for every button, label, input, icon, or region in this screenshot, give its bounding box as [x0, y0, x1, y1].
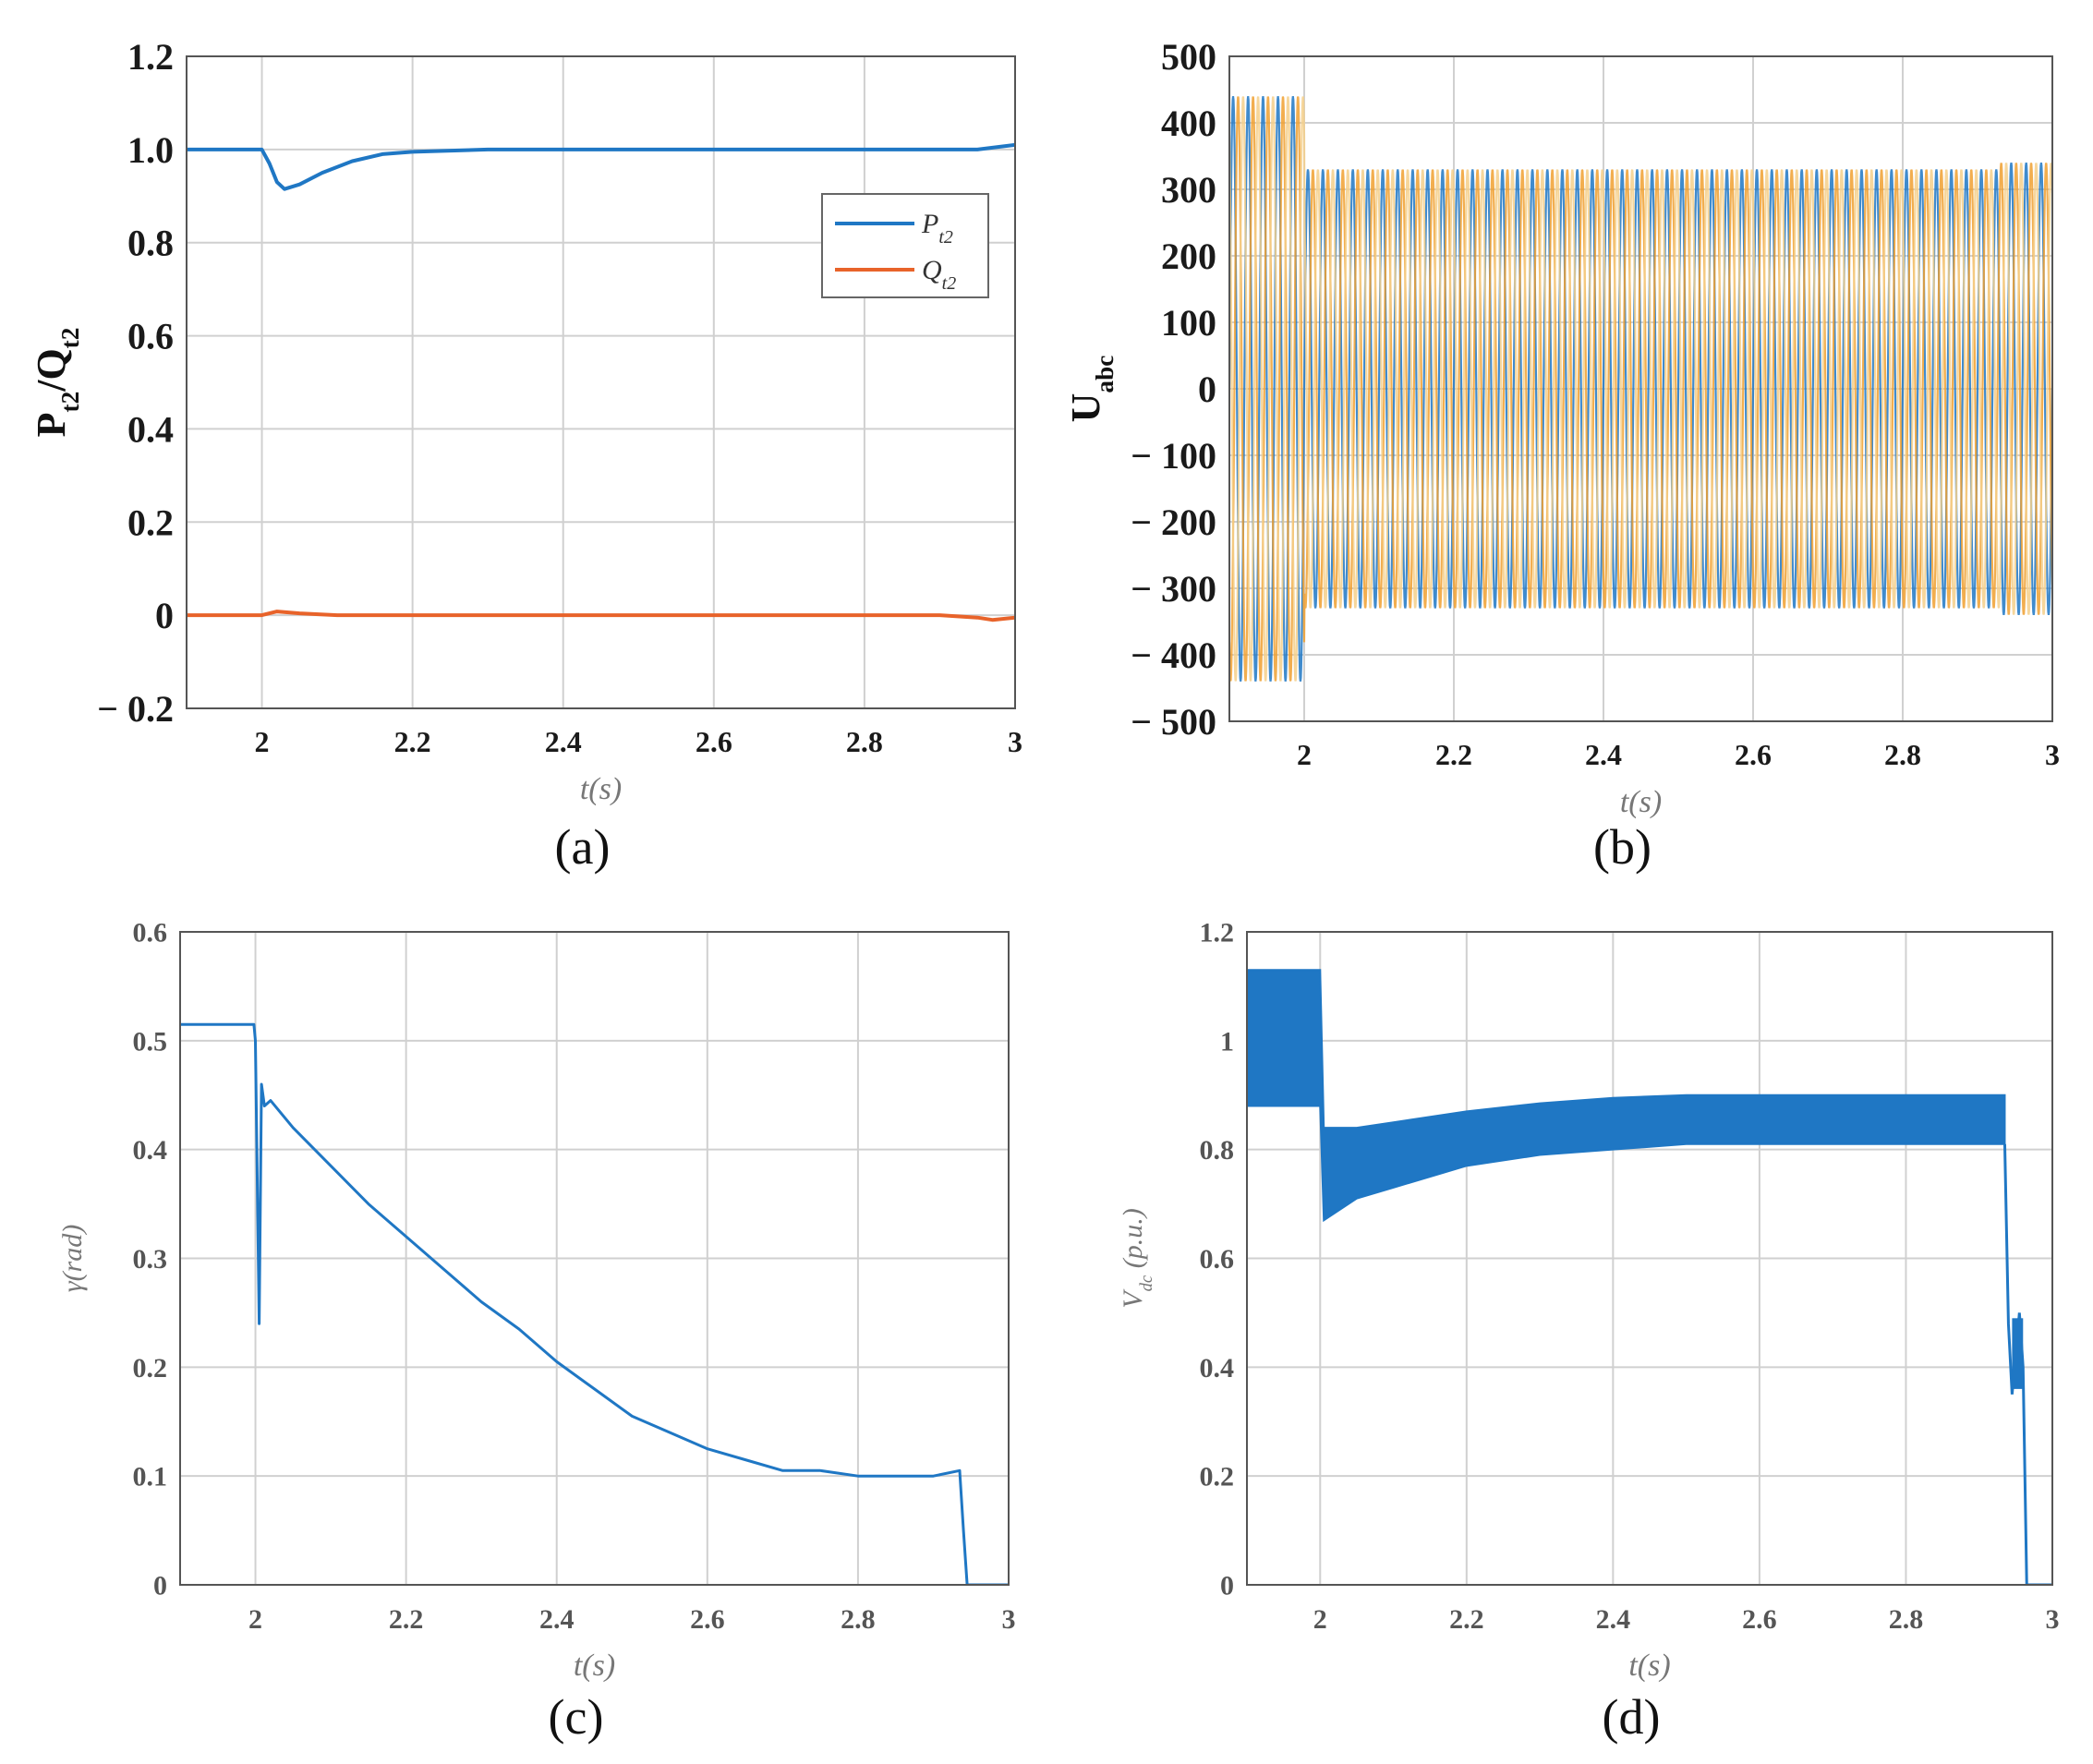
- y-tick-label: 1.2: [127, 36, 174, 78]
- y-tick-label: 0.4: [133, 1135, 168, 1166]
- x-tick-label: 2: [255, 725, 270, 758]
- y-tick-label: 200: [1161, 236, 1216, 277]
- y-tick-label: 0: [153, 1571, 167, 1601]
- y-tick-label: − 400: [1131, 634, 1216, 676]
- data-layer: [1247, 969, 2052, 1585]
- y-tick-label: 1.2: [1200, 918, 1235, 948]
- y-tick-label: 400: [1161, 103, 1216, 144]
- x-axis-title: t(s): [1628, 1649, 1670, 1683]
- x-tick-label: 2.6: [690, 1604, 725, 1635]
- y-tick-label: 1: [1220, 1026, 1234, 1057]
- series-line-V_dc_tail: [2002, 1143, 2052, 1585]
- y-tick-label: − 300: [1131, 568, 1216, 610]
- y-tick-label: 1.0: [127, 129, 174, 171]
- x-tick-label: 2.6: [1735, 738, 1772, 771]
- series-line-P_t2: [187, 142, 1015, 191]
- panel-label: (c): [549, 1689, 604, 1745]
- data-layer: [1229, 96, 2052, 682]
- series-burst: [2012, 1318, 2024, 1389]
- x-tick-label: 3: [1008, 725, 1022, 758]
- y-tick-label: 500: [1161, 36, 1216, 78]
- y-tick-label: 0.1: [133, 1462, 168, 1492]
- y-tick-label: 0.4: [1200, 1353, 1235, 1383]
- axes-frame: [186, 55, 1016, 709]
- y-axis-title: Pt2/Qt2: [29, 328, 84, 438]
- y-axis-title: γ(rad): [57, 1225, 88, 1292]
- y-tick-label: 0: [155, 595, 174, 636]
- x-tick-label: 2.8: [1889, 1604, 1924, 1635]
- y-tick-label: − 200: [1131, 501, 1216, 543]
- y-tick-label: 0: [1198, 369, 1216, 410]
- x-axis-title: t(s): [1620, 785, 1662, 819]
- y-tick-label: 300: [1161, 169, 1216, 211]
- panel-a: 2 2.2 2.4 2.6 2.8 3 1.2 1.0 0.8 0.6 0.4 0.2 0 − 0.2 t(…: [29, 36, 1022, 875]
- x-tick-label: 2.4: [545, 725, 582, 758]
- x-tick-label: 3: [2045, 738, 2060, 771]
- series-line-U_c: [1229, 96, 2052, 682]
- y-tick-label: − 500: [1131, 701, 1216, 743]
- y-axis-title: Uabc: [1063, 356, 1119, 423]
- panel-label: (b): [1593, 819, 1651, 875]
- panel-c: 2 2.2 2.4 2.6 2.8 3 0.6 0.5 0.4 0.3 0.2 0.1 0 t(s) γ(r…: [57, 918, 1016, 1746]
- legend-label-Q_t2: Qt2: [922, 255, 956, 294]
- y-tick-label: 0.8: [1200, 1135, 1235, 1166]
- series-line-U_b: [1229, 96, 2052, 682]
- axes-frame: [179, 931, 1010, 1586]
- x-tick-label: 2: [1313, 1604, 1327, 1635]
- x-tick-label: 2.2: [389, 1604, 424, 1635]
- x-axis-title: t(s): [580, 772, 622, 806]
- y-tick-label: 0.4: [127, 408, 174, 450]
- y-tick-label: 0.2: [133, 1353, 168, 1383]
- x-axis-title: t(s): [574, 1649, 615, 1683]
- y-tick-label: 0.6: [127, 316, 174, 357]
- panel-label: (a): [555, 819, 611, 875]
- axes-frame: [1246, 931, 2053, 1586]
- data-layer: [187, 142, 1015, 622]
- x-tick-label: 2.8: [1884, 738, 1921, 771]
- x-tick-label: 2: [248, 1604, 262, 1635]
- x-tick-label: 2.2: [394, 725, 431, 758]
- panel-label: (d): [1603, 1689, 1661, 1745]
- y-tick-label: − 100: [1131, 435, 1216, 477]
- y-tick-label: 0.3: [133, 1244, 168, 1275]
- legend-box: [821, 193, 989, 298]
- y-axis-title: Vdc (p.u.): [1118, 1208, 1156, 1308]
- x-tick-label: 2.6: [1742, 1604, 1777, 1635]
- y-tick-label: 100: [1161, 302, 1216, 344]
- x-tick-label: 2: [1297, 738, 1312, 771]
- data-layer: [180, 1022, 1009, 1585]
- y-tick-label: 0.8: [127, 223, 174, 264]
- y-tick-label: 0.5: [133, 1026, 168, 1057]
- y-tick-label: 0.2: [1200, 1462, 1235, 1492]
- y-tick-label: − 0.2: [97, 688, 174, 730]
- y-tick-label: 0.2: [127, 501, 174, 543]
- y-tick-label: 0.6: [133, 918, 168, 948]
- x-tick-label: 2.4: [1585, 738, 1622, 771]
- x-tick-label: 2.4: [1596, 1604, 1631, 1635]
- x-tick-label: 3: [1002, 1604, 1016, 1635]
- x-tick-label: 2.2: [1449, 1604, 1484, 1635]
- x-tick-label: 2.6: [696, 725, 732, 758]
- axes-frame: [1228, 55, 2053, 722]
- series-line-Q_t2: [187, 610, 1015, 622]
- series-line-U_a: [1229, 96, 2052, 682]
- x-tick-label: 3: [2046, 1604, 2060, 1635]
- x-tick-label: 2.4: [539, 1604, 575, 1635]
- legend-label-P_t2: Pt2: [921, 209, 953, 248]
- x-tick-label: 2.8: [841, 1604, 876, 1635]
- plot-area: [187, 56, 1015, 708]
- panel-b: 2 2.2 2.4 2.6 2.8 3 500 400 300 200 100 0 − 100 − 200…: [1063, 36, 2060, 875]
- y-tick-label: 0: [1220, 1571, 1234, 1601]
- y-tick-label: 0.6: [1200, 1244, 1235, 1275]
- x-tick-label: 2.2: [1435, 738, 1472, 771]
- panel-d: 2 2.2 2.4 2.6 2.8 3 1.2 1 0.8 0.6 0.4 0.2 0 t(s) Vdc (…: [1118, 918, 2060, 1746]
- x-tick-label: 2.8: [846, 725, 883, 758]
- series-line-gamma: [180, 1022, 1009, 1585]
